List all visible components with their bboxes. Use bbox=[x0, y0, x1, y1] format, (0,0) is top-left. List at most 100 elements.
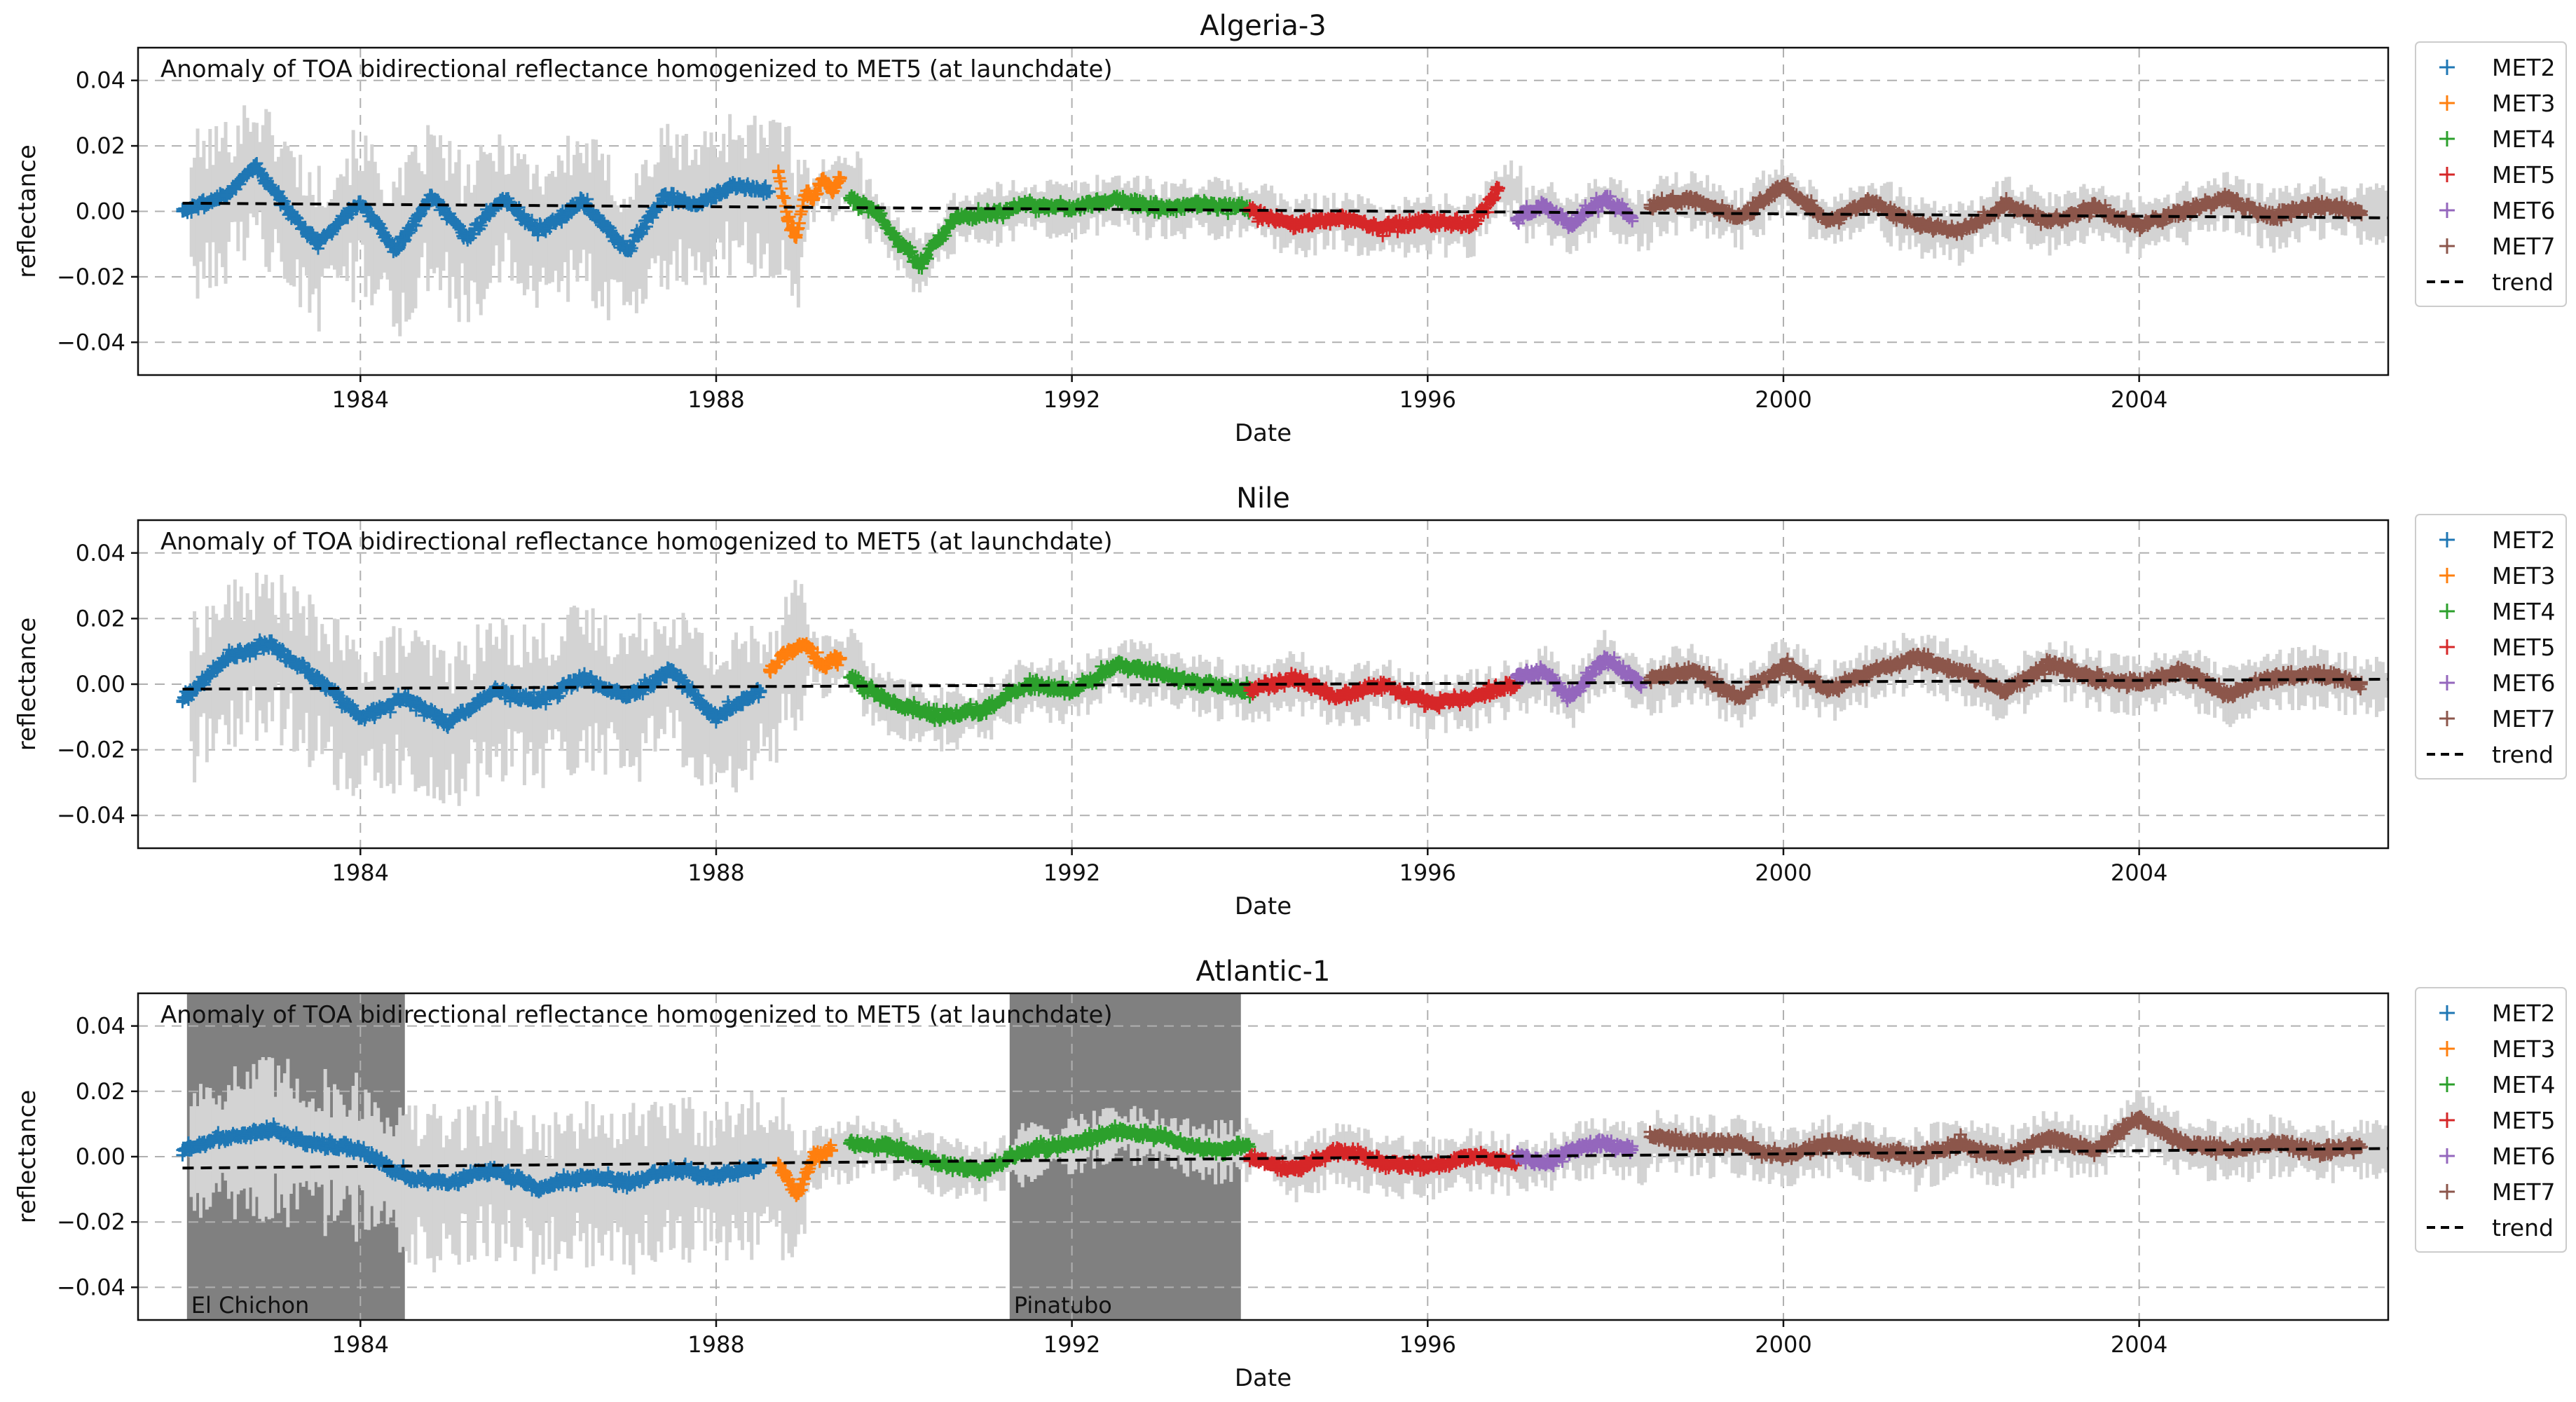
legend-label: MET5 bbox=[2492, 634, 2555, 661]
legend-label: MET7 bbox=[2492, 705, 2555, 733]
x-tick-label: 2004 bbox=[2111, 386, 2167, 413]
chart-title: Algeria-3 bbox=[1200, 10, 1326, 42]
legend-label: MET2 bbox=[2492, 1000, 2555, 1027]
legend-label: MET5 bbox=[2492, 1107, 2555, 1134]
trend-line bbox=[182, 201, 2389, 219]
legend-marker-met6 bbox=[2439, 1148, 2455, 1164]
legend-marker-met7 bbox=[2439, 1184, 2455, 1199]
chart-title: Nile bbox=[1236, 482, 1290, 515]
y-tick-label: 0.04 bbox=[76, 1013, 125, 1040]
event-label: Pinatubo bbox=[1014, 1292, 1112, 1319]
legend-marker-met6 bbox=[2439, 675, 2455, 690]
legend-marker-met7 bbox=[2439, 711, 2455, 726]
legend-marker-met3 bbox=[2439, 1041, 2455, 1056]
x-tick-label: 2004 bbox=[2111, 859, 2167, 886]
legend-label: MET6 bbox=[2492, 197, 2555, 224]
y-tick-label: 0.04 bbox=[76, 540, 125, 566]
y-tick-label: −0.04 bbox=[57, 1274, 125, 1300]
legend-marker-met2 bbox=[2439, 1005, 2455, 1021]
legend-label: MET3 bbox=[2492, 1035, 2555, 1063]
legend-marker-met3 bbox=[2439, 95, 2455, 111]
legend-label: MET4 bbox=[2492, 125, 2555, 153]
chart-title: Atlantic-1 bbox=[1196, 955, 1331, 988]
legend-marker-met7 bbox=[2439, 238, 2455, 254]
legend-label: MET6 bbox=[2492, 669, 2555, 697]
legend-box bbox=[2415, 514, 2567, 780]
series-met5 bbox=[1243, 1141, 1523, 1178]
series-met3 bbox=[763, 637, 847, 679]
legend-marker-met2 bbox=[2439, 532, 2455, 547]
y-tick-label: 0.00 bbox=[76, 671, 125, 697]
x-tick-label: 2000 bbox=[1755, 1331, 1811, 1358]
chart-panel: Atlantic-1 El Chichon Pinatubo Anomaly of T… bbox=[13, 955, 2567, 1392]
chart-annotation: Anomaly of TOA bidirectional reflectance… bbox=[160, 1001, 1113, 1029]
legend-label: MET5 bbox=[2492, 161, 2555, 189]
x-axis-label: Date bbox=[1235, 419, 1292, 447]
chart-panel: Algeria-3 Anomaly of TOA bidirectional re… bbox=[13, 10, 2567, 447]
trend-line bbox=[182, 1147, 2389, 1170]
legend-marker-met5 bbox=[2439, 1112, 2455, 1128]
legend-label: MET7 bbox=[2492, 1178, 2555, 1206]
x-tick-label: 1984 bbox=[332, 859, 389, 886]
legend-label: MET7 bbox=[2492, 233, 2555, 260]
x-tick-label: 2004 bbox=[2111, 1331, 2167, 1358]
chart-panel: Nile Anomaly of TOA bidirectional reflect… bbox=[13, 482, 2567, 920]
x-tick-label: 1984 bbox=[332, 1331, 389, 1358]
x-tick-label: 1992 bbox=[1043, 386, 1100, 413]
y-tick-label: −0.02 bbox=[57, 737, 125, 763]
y-tick-label: 0.02 bbox=[76, 605, 125, 632]
series-met4 bbox=[843, 1119, 1256, 1181]
legend-marker-met2 bbox=[2439, 60, 2455, 75]
x-tick-label: 2000 bbox=[1755, 386, 1811, 413]
legend-label: trend bbox=[2492, 268, 2554, 296]
legend: MET2 MET3 MET4 MET5 MET6 MET7 trend bbox=[2415, 41, 2567, 307]
legend-marker-met5 bbox=[2439, 167, 2455, 182]
series-met2 bbox=[176, 1117, 767, 1199]
x-tick-label: 1992 bbox=[1043, 1331, 1100, 1358]
legend-marker-met5 bbox=[2439, 639, 2455, 655]
y-tick-label: 0.02 bbox=[76, 132, 125, 159]
x-tick-label: 1988 bbox=[687, 1331, 744, 1358]
x-tick-label: 2000 bbox=[1755, 859, 1811, 886]
y-tick-label: −0.02 bbox=[57, 1209, 125, 1235]
x-tick-label: 1984 bbox=[332, 386, 389, 413]
x-tick-label: 1992 bbox=[1043, 859, 1100, 886]
series-met2 bbox=[176, 633, 767, 734]
legend-marker-met4 bbox=[2439, 604, 2455, 619]
legend-marker-met4 bbox=[2439, 131, 2455, 147]
legend: MET2 MET3 MET4 MET5 MET6 MET7 trend bbox=[2415, 514, 2567, 780]
legend-marker-met4 bbox=[2439, 1077, 2455, 1092]
x-tick-label: 1996 bbox=[1399, 386, 1456, 413]
series-met4 bbox=[843, 655, 1256, 728]
y-tick-label: −0.04 bbox=[57, 802, 125, 829]
x-tick-label: 1996 bbox=[1399, 859, 1456, 886]
series-met4 bbox=[843, 189, 1256, 275]
legend-label: MET2 bbox=[2492, 526, 2555, 554]
legend-marker-met6 bbox=[2439, 203, 2455, 218]
series-met3 bbox=[772, 164, 847, 244]
x-axis-label: Date bbox=[1235, 892, 1292, 920]
legend: MET2 MET3 MET4 MET5 MET6 MET7 trend bbox=[2415, 987, 2567, 1253]
legend-label: trend bbox=[2492, 741, 2554, 768]
legend-label: MET3 bbox=[2492, 562, 2555, 590]
y-axis-label: reflectance bbox=[13, 1090, 41, 1224]
legend-label: MET2 bbox=[2492, 54, 2555, 81]
legend-box bbox=[2415, 987, 2567, 1253]
legend-label: MET4 bbox=[2492, 1071, 2555, 1098]
series-met3 bbox=[772, 1138, 838, 1202]
legend-label: MET4 bbox=[2492, 598, 2555, 625]
y-tick-label: −0.04 bbox=[57, 329, 125, 355]
y-axis-label: reflectance bbox=[13, 144, 41, 278]
legend-label: MET3 bbox=[2492, 90, 2555, 117]
x-tick-label: 1988 bbox=[687, 386, 744, 413]
x-tick-label: 1988 bbox=[687, 859, 744, 886]
y-tick-label: 0.02 bbox=[76, 1078, 125, 1105]
legend-label: trend bbox=[2492, 1214, 2554, 1241]
x-axis-label: Date bbox=[1235, 1364, 1292, 1392]
y-tick-label: 0.00 bbox=[76, 198, 125, 225]
trend-line bbox=[182, 677, 2389, 691]
y-tick-label: −0.02 bbox=[57, 264, 125, 290]
chart-annotation: Anomaly of TOA bidirectional reflectance… bbox=[160, 528, 1113, 556]
series-met5 bbox=[1243, 180, 1505, 243]
y-axis-label: reflectance bbox=[13, 618, 41, 751]
